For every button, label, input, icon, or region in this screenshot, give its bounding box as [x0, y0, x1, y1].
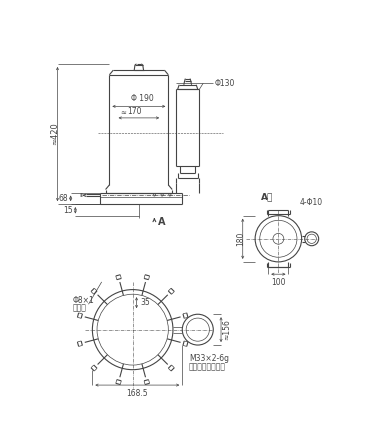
Text: ≈156: ≈156 — [222, 319, 232, 340]
Text: Φ8×1: Φ8×1 — [73, 296, 95, 305]
Text: 加油口（外螺纹）: 加油口（外螺纹） — [189, 362, 226, 371]
Text: 连接管: 连接管 — [73, 304, 87, 312]
Text: 168.5: 168.5 — [127, 389, 148, 398]
Text: 100: 100 — [271, 278, 286, 287]
Text: A: A — [157, 217, 165, 227]
Text: A向: A向 — [261, 193, 273, 202]
Text: 170: 170 — [127, 107, 141, 115]
Text: ≈420: ≈420 — [50, 123, 59, 146]
Text: 68: 68 — [59, 194, 68, 203]
Text: 180: 180 — [237, 232, 246, 246]
Text: Φ130: Φ130 — [215, 79, 235, 88]
Text: Φ 190: Φ 190 — [131, 94, 154, 103]
Text: 15: 15 — [63, 206, 73, 215]
Text: 4-Φ10: 4-Φ10 — [300, 198, 323, 207]
Text: 35: 35 — [141, 298, 150, 307]
Text: M33×2-6g: M33×2-6g — [189, 354, 229, 364]
Text: ≈: ≈ — [120, 110, 126, 115]
